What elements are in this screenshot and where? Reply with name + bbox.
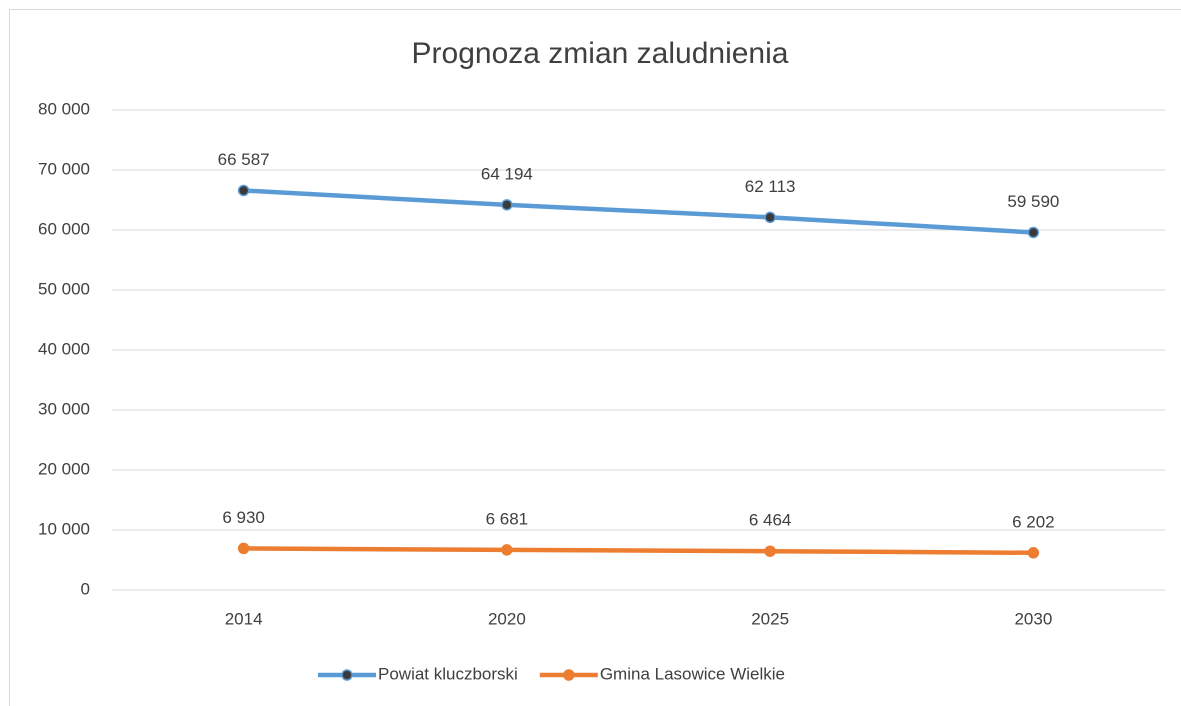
marker	[501, 199, 513, 211]
marker	[764, 211, 776, 224]
data-label: 6 202	[1012, 512, 1055, 531]
y-tick-label: 40 000	[38, 339, 90, 358]
y-tick-label: 50 000	[38, 279, 90, 298]
marker	[237, 542, 250, 555]
y-tick-label: 60 000	[38, 219, 90, 238]
data-label: 62 113	[745, 177, 796, 196]
series-line	[241, 188, 1036, 235]
data-label: 6 930	[222, 508, 265, 527]
x-tick-label: 2014	[225, 609, 263, 628]
chart-border	[9, 9, 1181, 706]
legend-label: Gmina Lasowice Wielkie	[600, 664, 785, 683]
x-tick-label: 2030	[1014, 609, 1052, 628]
data-label: 59 590	[1007, 192, 1059, 211]
y-tick-label: 20 000	[38, 459, 90, 478]
series-line	[241, 546, 1036, 556]
y-tick-label: 30 000	[38, 399, 90, 418]
data-label: 6 464	[749, 511, 792, 530]
marker	[1027, 547, 1040, 559]
marker	[237, 184, 250, 197]
marker	[764, 545, 776, 557]
marker	[1027, 226, 1040, 239]
chart-title: Prognoza zmian zaludnienia	[412, 37, 789, 70]
legend-label: Powiat kluczborski	[378, 664, 518, 683]
marker	[501, 544, 513, 556]
y-tick-label: 10 000	[38, 519, 90, 538]
data-label: 6 681	[486, 509, 529, 528]
data-label: 66 587	[218, 150, 270, 169]
x-tick-label: 2020	[488, 609, 526, 628]
data-label: 64 194	[481, 164, 533, 183]
legend-marker	[341, 669, 353, 681]
x-tick-label: 2025	[751, 609, 789, 628]
y-tick-label: 80 000	[38, 99, 90, 118]
y-tick-label: 0	[81, 579, 90, 598]
y-tick-label: 70 000	[38, 159, 90, 178]
legend-marker	[563, 669, 575, 681]
